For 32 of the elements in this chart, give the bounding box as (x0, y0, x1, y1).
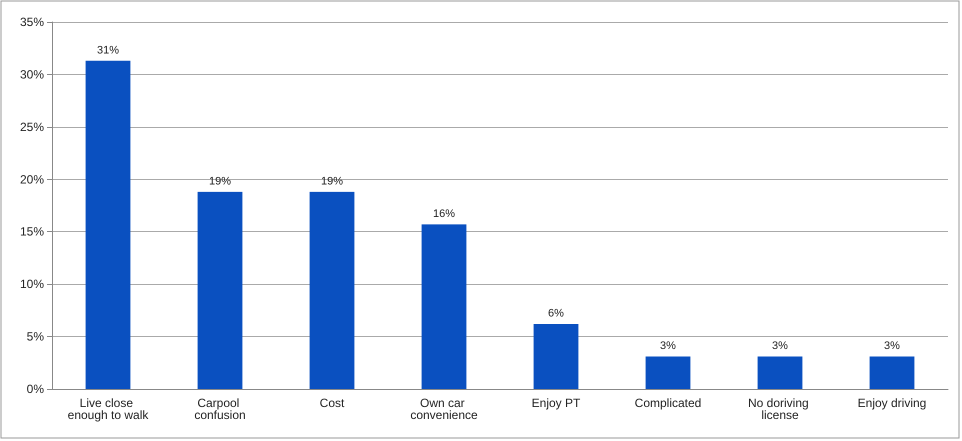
data-label: 6% (548, 307, 564, 320)
data-label: 3% (772, 340, 788, 352)
x-tick-label: Cost (320, 396, 345, 410)
data-label: 16% (432, 208, 456, 220)
x-tick-label: Enjoy PT (532, 396, 582, 410)
x-tick-label: Carpool confusion (194, 396, 246, 422)
bar (646, 356, 690, 389)
x-tick-label: Live close enough to walk (68, 396, 150, 422)
bar (534, 324, 578, 389)
y-tick-label: 15% (20, 224, 44, 239)
data-label: 19% (208, 175, 232, 188)
data-label: 31% (96, 44, 120, 56)
y-tick-label: 5% (26, 330, 44, 344)
x-tick-label: Enjoy driving (858, 396, 926, 410)
y-tick-label: 35% (20, 15, 44, 29)
data-label: 3% (884, 340, 900, 352)
x-tick-label: No doriving license (748, 396, 812, 422)
y-tick-label: 25% (20, 120, 44, 134)
bar (86, 60, 130, 389)
data-label: 3% (660, 340, 676, 352)
y-tick-label: 30% (20, 67, 44, 82)
y-tick-label: 20% (20, 172, 44, 186)
bar (422, 224, 466, 389)
y-tick-label: 0% (26, 382, 44, 396)
bar (310, 192, 354, 389)
data-label: 19% (320, 175, 344, 188)
bar (758, 356, 802, 389)
y-tick-label: 10% (20, 277, 44, 292)
bar (198, 192, 242, 389)
bar (870, 356, 914, 389)
x-tick-label: Complicated (634, 396, 702, 410)
x-tick-label: Own car convenience (410, 396, 478, 422)
